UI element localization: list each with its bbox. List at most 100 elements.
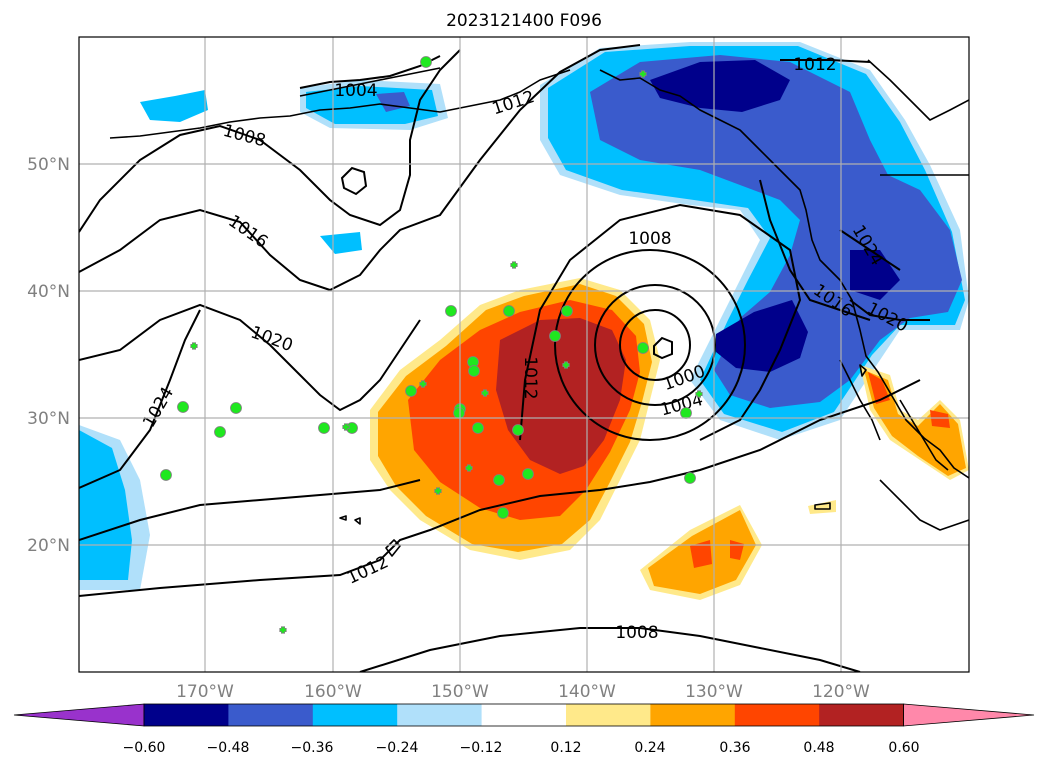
coastline-canada	[867, 59, 969, 121]
positive-fill-orangered-baja2	[930, 410, 950, 428]
colorbar-tick-label: 0.48	[803, 740, 834, 756]
storm-plus-marker	[639, 70, 647, 78]
storm-dot-marker	[445, 305, 457, 317]
colorbar-tick-label: −0.24	[376, 740, 419, 756]
positive-fill-orangered-baja	[868, 372, 890, 404]
isobar-low-center	[653, 336, 673, 360]
storm-dot-marker	[637, 342, 649, 354]
isobars	[79, 44, 930, 672]
isobar-label: 1012	[793, 55, 836, 75]
coastlines	[109, 59, 969, 557]
colorbar-segment	[734, 704, 820, 726]
coastline-gulf-ca	[899, 399, 949, 471]
coastline-mexico	[879, 479, 969, 531]
storm-dot-marker	[468, 365, 480, 377]
coastline-north	[299, 67, 441, 97]
colorbar-segment	[228, 704, 314, 726]
storm-plus-marker	[510, 261, 518, 269]
colorbar-extend-max	[903, 703, 1035, 727]
colorbar-tick-label: −0.36	[291, 740, 334, 756]
isobar-high-nw	[340, 166, 368, 196]
isobar-1016-s	[79, 479, 421, 541]
colorbar-segment	[566, 704, 651, 726]
coastline-hawaii	[385, 539, 401, 557]
storm-plus-marker	[342, 423, 350, 431]
isobar-1012-center	[519, 203, 802, 441]
isobar-label: 1008	[628, 229, 671, 249]
isobar-1008-s	[359, 627, 861, 672]
lon-label: 130°W	[685, 682, 743, 702]
storm-plus-marker	[695, 390, 703, 398]
storm-dot-marker	[230, 402, 242, 414]
coastline-islet-4	[859, 364, 867, 377]
colorbar-tick-label: 0.24	[634, 740, 665, 756]
colorbar-segment	[481, 704, 567, 726]
storm-plus-marker	[279, 626, 287, 634]
storm-markers	[160, 56, 703, 634]
map-title: 2023121400 F096	[446, 11, 602, 31]
colorbar-tick-label: −0.12	[460, 740, 503, 756]
lon-label: 160°W	[304, 682, 362, 702]
map-area: 1004 1008 1008 1008 1012 1012 1012 1012 …	[79, 37, 969, 672]
isobar-1004-center	[594, 284, 716, 406]
lon-label: 120°W	[812, 682, 870, 702]
lon-label: 150°W	[431, 682, 489, 702]
storm-plus-marker	[481, 389, 489, 397]
storm-dot-marker	[453, 407, 465, 419]
negative-fill-blue-mid	[320, 232, 362, 254]
isobar-1024-e	[839, 229, 901, 271]
negative-fill-navy-coast	[716, 300, 808, 372]
storm-dot-marker	[680, 407, 692, 419]
storm-dot-marker	[684, 472, 696, 484]
colorbar-segment	[397, 704, 483, 726]
colorbar-tick-label: −0.60	[123, 740, 166, 756]
storm-plus-marker	[434, 487, 442, 495]
isobar-1012-sw	[79, 379, 921, 597]
colorbar-tick-label: −0.48	[207, 740, 250, 756]
isobar-1012-ne	[780, 59, 871, 63]
storm-plus-marker	[465, 464, 473, 472]
coastline-peninsula	[109, 69, 571, 139]
lon-label: 170°W	[176, 682, 234, 702]
storm-dot-marker	[177, 401, 189, 413]
isobar-1016-w	[79, 44, 641, 292]
isobar-1000-center	[619, 309, 691, 381]
isobar-label: 1008	[615, 623, 658, 643]
colorbar-segment	[144, 704, 229, 726]
colorbar	[13, 703, 1035, 727]
colorbar-tick-label: 0.36	[719, 740, 750, 756]
isobar-1020-e	[849, 299, 930, 321]
negative-fill-blue-west	[79, 430, 132, 580]
colorbar-segment	[312, 704, 398, 726]
coastline-alaska	[599, 69, 969, 479]
lat-label: 50°N	[27, 155, 70, 175]
lat-label: 40°N	[27, 282, 70, 302]
storm-dot-marker	[497, 507, 509, 519]
isobar-label: 1012	[520, 356, 540, 399]
storm-dot-marker	[493, 474, 505, 486]
positive-fill-orangered-south	[690, 540, 712, 568]
coastline-islet-2	[354, 517, 361, 525]
storm-dot-marker	[512, 424, 524, 436]
coastline-islet-1	[339, 515, 347, 521]
colorbar-tick-labels: −0.60 −0.48 −0.36 −0.24 −0.12 0.12 0.24 …	[123, 740, 920, 756]
storm-dot-marker	[549, 330, 561, 342]
storm-dot-marker	[318, 422, 330, 434]
longitude-labels: 170°W 160°W 150°W 140°W 130°W 120°W	[176, 682, 870, 702]
storm-dot-marker	[472, 422, 484, 434]
storm-dot-marker	[214, 426, 226, 438]
storm-dot-marker	[420, 56, 432, 68]
storm-dot-marker	[522, 468, 534, 480]
isobar-1008-center	[554, 249, 746, 441]
isobar-1016-e	[759, 179, 871, 321]
isobar-1008-nw	[79, 49, 461, 233]
coastline-baja	[839, 359, 881, 441]
colorbar-frame	[143, 703, 904, 727]
colorbar-tick-label: 0.12	[550, 740, 581, 756]
isobar-1020-w	[79, 303, 421, 412]
isobar-label: 1004	[334, 81, 377, 101]
negative-fill-blue-small	[140, 90, 208, 122]
gridlines	[79, 37, 969, 672]
storm-dot-marker	[561, 305, 573, 317]
